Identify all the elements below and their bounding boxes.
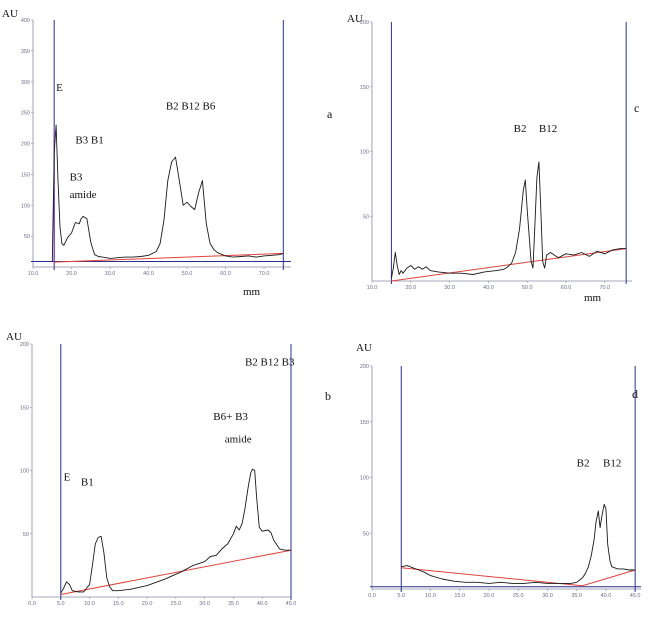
x-tick-label: 45.0 — [286, 601, 297, 607]
y-tick-label: 200 — [360, 364, 369, 370]
y-tick-label: 200 — [360, 20, 369, 26]
peak-label: E — [64, 472, 71, 484]
y-axis-unit-label: AU — [356, 342, 372, 354]
peak-label: B3 B1 — [75, 135, 103, 147]
baseline-line — [54, 252, 284, 263]
x-tick-label: 10.0 — [28, 271, 39, 277]
x-tick-label: 50.0 — [182, 271, 193, 277]
panel-a: 50 100 150 200 250 300 350 400 10.0 20.0 30.0 40.0 5… — [2, 8, 333, 298]
y-tick-label: 150 — [21, 172, 30, 178]
peak-label: amide — [225, 434, 252, 446]
panel-letter: b — [325, 389, 331, 403]
x-tick-label: 0.0 — [368, 593, 376, 599]
x-tick-label: 20.0 — [405, 285, 416, 291]
y-tick-label: 100 — [360, 476, 369, 482]
baseline-line — [401, 567, 636, 587]
x-tick-label: 30.0 — [105, 271, 116, 277]
y-axis-unit-label: AU — [2, 8, 18, 20]
x-tick-label: 20.0 — [66, 271, 77, 277]
baseline-line — [60, 549, 292, 595]
x-tick-label: 60.0 — [220, 271, 231, 277]
y-tick-label: 350 — [21, 49, 30, 55]
y-tick-label: 400 — [21, 18, 30, 24]
y-tick-label: 100 — [20, 469, 29, 475]
x-tick-label: 50.0 — [522, 285, 533, 291]
x-tick-label: 40.0 — [483, 285, 494, 291]
x-axis-unit-label: mm — [584, 292, 602, 304]
x-tick-label: 25.0 — [513, 593, 524, 599]
y-tick-label: 150 — [360, 420, 369, 426]
baseline-line — [391, 248, 627, 282]
panel-letter: a — [327, 107, 333, 121]
x-tick-label: 20.0 — [484, 593, 495, 599]
y-tick-label: 200 — [20, 342, 29, 348]
y-tick-label: 50 — [23, 532, 29, 538]
peak-label: B6+ B3 — [213, 411, 248, 423]
panel-letter: d — [632, 387, 638, 401]
y-tick-label: 300 — [21, 80, 30, 86]
peak-label: E — [56, 82, 63, 94]
x-tick-label: 15.0 — [454, 593, 465, 599]
chromatogram-trace — [390, 161, 627, 279]
x-tick-label: 30.0 — [542, 593, 553, 599]
y-axis-unit-label: AU — [347, 13, 363, 25]
x-tick-label: 45.0 — [630, 593, 641, 599]
y-tick-label: 50 — [363, 214, 369, 220]
panel-b: 50 100 150 200 0.0 5.0 10.0 15.0 20.0 25.0 30.0 35.… — [6, 331, 331, 607]
peak-label: B12 — [603, 457, 621, 469]
peak-label: amide — [70, 189, 97, 201]
x-tick-label: 70.0 — [599, 285, 610, 291]
x-tick-label: 60.0 — [561, 285, 572, 291]
peak-label: B12 — [539, 123, 557, 135]
x-tick-label: 10.0 — [84, 601, 95, 607]
y-tick-label: 50 — [24, 234, 30, 240]
peak-label: B1 — [81, 477, 94, 489]
panel-c: 50 100 150 200 10.0 20.0 30.0 40.0 50.0 60.0 70.0 B… — [347, 13, 639, 304]
chromatogram-trace — [60, 468, 291, 594]
x-tick-label: 0.0 — [28, 601, 36, 607]
peak-label: B2 B12 B3 — [245, 357, 295, 369]
y-axis-unit-label: AU — [6, 331, 22, 343]
y-tick-label: 100 — [360, 150, 369, 156]
x-tick-label: 10.0 — [367, 285, 378, 291]
chromatogram-trace — [401, 503, 636, 584]
peak-label: B2 — [514, 123, 527, 135]
y-tick-label: 50 — [363, 531, 369, 537]
peak-label: B2 — [577, 457, 590, 469]
x-tick-label: 35.0 — [571, 593, 582, 599]
x-tick-label: 15.0 — [113, 601, 124, 607]
y-tick-label: 250 — [21, 111, 30, 117]
x-tick-label: 35.0 — [228, 601, 239, 607]
x-tick-label: 5.0 — [397, 593, 405, 599]
chromatogram-trace — [51, 124, 284, 263]
x-tick-label: 40.0 — [257, 601, 268, 607]
x-tick-label: 20.0 — [142, 601, 153, 607]
x-tick-label: 10.0 — [425, 593, 436, 599]
x-tick-label: 70.0 — [259, 271, 270, 277]
y-tick-label: 100 — [21, 203, 30, 209]
peak-label: B2 B12 B6 — [166, 101, 216, 113]
panel-letter: c — [634, 101, 639, 115]
y-tick-label: 150 — [20, 405, 29, 411]
x-tick-label: 30.0 — [444, 285, 455, 291]
x-tick-label: 30.0 — [199, 601, 210, 607]
x-tick-label: 40.0 — [143, 271, 154, 277]
peak-label: B3 — [70, 172, 83, 184]
y-tick-label: 200 — [21, 142, 30, 148]
y-tick-label: 150 — [360, 85, 369, 91]
panel-d: 50 100 150 200 0.0 5.0 10.0 15.0 20.0 25.0 30.0 35.… — [356, 342, 641, 599]
x-tick-label: 5.0 — [57, 601, 65, 607]
x-tick-label: 25.0 — [171, 601, 182, 607]
x-axis-unit-label: mm — [243, 286, 261, 298]
x-tick-label: 40.0 — [601, 593, 612, 599]
